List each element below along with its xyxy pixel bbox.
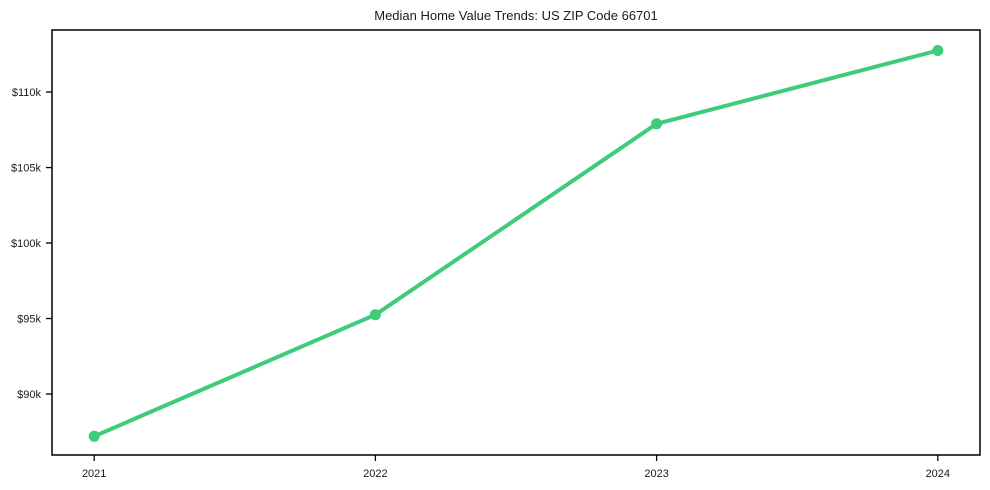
data-point-marker <box>88 430 100 442</box>
x-tick-label: 2024 <box>926 468 950 480</box>
chart-title: Median Home Value Trends: US ZIP Code 66… <box>374 8 658 23</box>
y-tick-label: $90k <box>17 389 41 401</box>
x-tick-label: 2021 <box>82 468 106 480</box>
x-tick-label: 2023 <box>644 468 668 480</box>
y-tick-label: $100k <box>11 238 41 250</box>
data-point-marker <box>369 309 381 321</box>
x-axis: 2021 2022 2023 2024 <box>82 455 950 480</box>
plot-border <box>51 29 981 456</box>
y-tick-label: $95k <box>17 314 41 326</box>
y-tick-label: $110k <box>12 87 42 99</box>
y-tick-label: $105k <box>11 163 41 175</box>
data-point-marker <box>932 45 944 56</box>
trend-line <box>92 48 940 439</box>
y-axis: $90k $95k $100k $105k $110k <box>11 87 52 401</box>
data-series <box>88 45 944 442</box>
data-point-marker <box>651 118 663 130</box>
x-tick-label: 2022 <box>363 468 387 480</box>
